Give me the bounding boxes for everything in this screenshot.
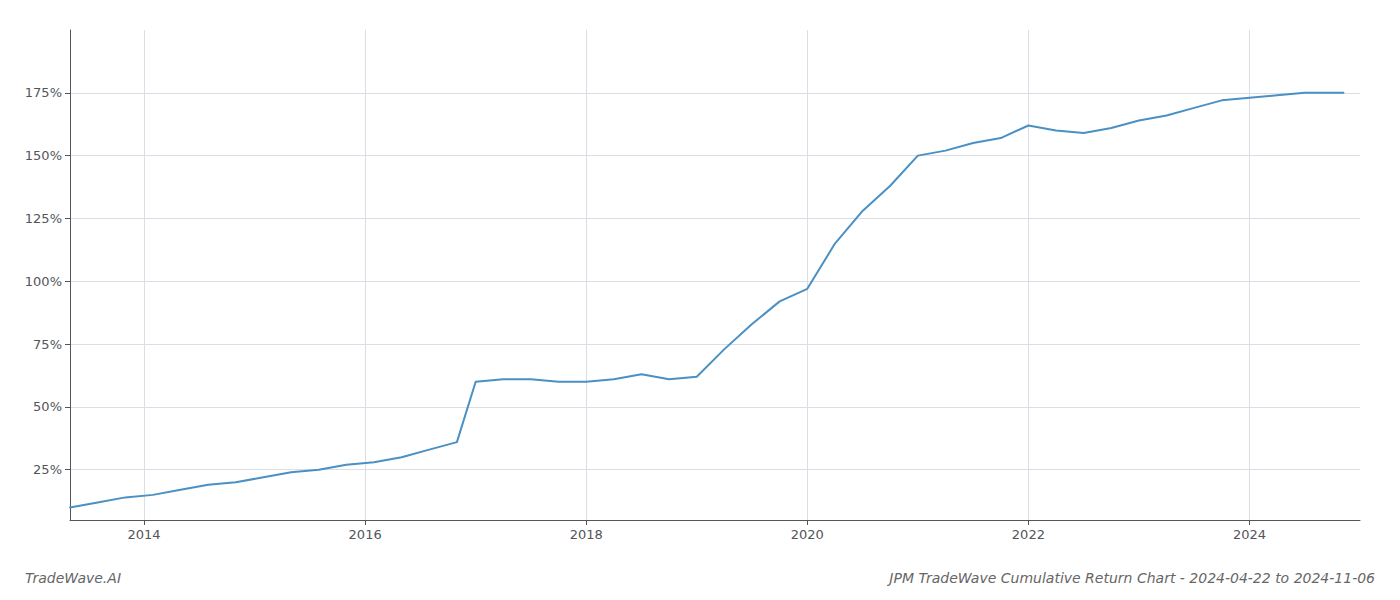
svg-text:150%: 150% bbox=[25, 148, 62, 163]
svg-text:2022: 2022 bbox=[1012, 527, 1045, 542]
svg-text:25%: 25% bbox=[33, 462, 62, 477]
svg-text:TradeWave.AI: TradeWave.AI bbox=[25, 570, 121, 586]
svg-text:2016: 2016 bbox=[349, 527, 382, 542]
svg-text:JPM TradeWave Cumulative Retur: JPM TradeWave Cumulative Return Chart - … bbox=[886, 570, 1375, 586]
svg-text:2018: 2018 bbox=[570, 527, 603, 542]
svg-text:2024: 2024 bbox=[1233, 527, 1266, 542]
svg-text:2014: 2014 bbox=[128, 527, 161, 542]
svg-text:50%: 50% bbox=[33, 399, 62, 414]
svg-text:100%: 100% bbox=[25, 274, 62, 289]
svg-text:175%: 175% bbox=[25, 85, 62, 100]
svg-text:75%: 75% bbox=[33, 337, 62, 352]
svg-text:125%: 125% bbox=[25, 211, 62, 226]
svg-text:2020: 2020 bbox=[791, 527, 824, 542]
